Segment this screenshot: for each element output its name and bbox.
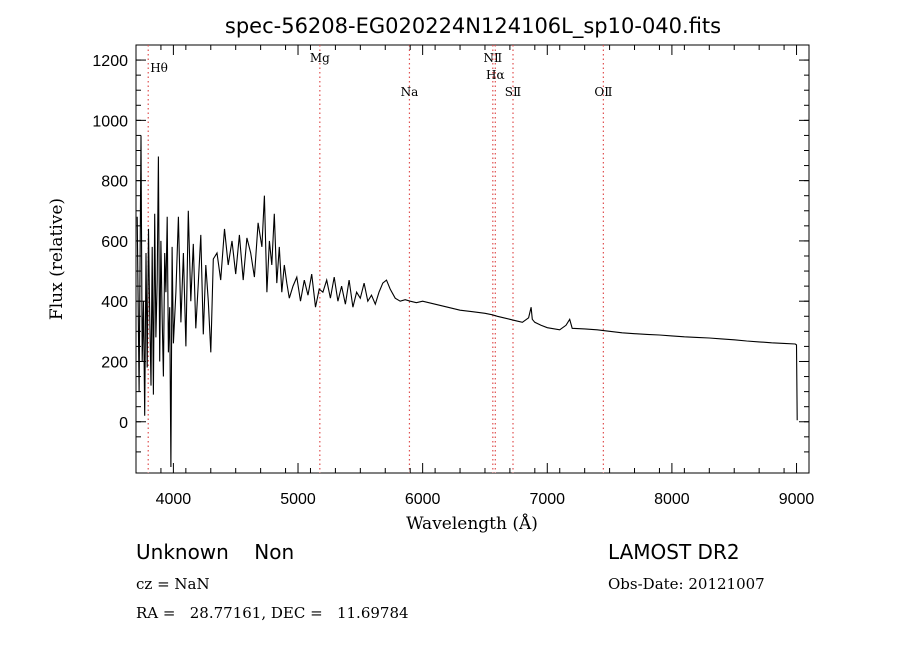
y-tick-label: 600: [101, 234, 128, 251]
spectral-line-label: SⅡ: [505, 85, 521, 99]
y-axis-label: Flux (relative): [47, 198, 67, 320]
spectral-line-label: NⅡ: [483, 51, 502, 65]
y-tick-label: 1000: [92, 113, 128, 130]
spectrum-trace: [136, 135, 798, 468]
spectrum-chart: spec-56208-EG020224N124106L_sp10-040.fit…: [47, 14, 814, 534]
x-axis-label: Wavelength (Å): [406, 513, 538, 534]
spectral-line-label: OⅡ: [594, 85, 612, 99]
x-tick-label: 8000: [654, 491, 690, 508]
class-label: Unknown Non: [136, 540, 295, 564]
x-tick-label: 5000: [280, 491, 316, 508]
redshift-label: cz = NaN: [136, 575, 210, 593]
axis-ticks: 4000 5000 6000 7000 8000 9000 0 200 400 600 800 100…: [92, 45, 814, 508]
chart-title: spec-56208-EG020224N124106L_sp10-040.fit…: [225, 14, 721, 39]
y-tick-label: 800: [101, 174, 128, 191]
coordinates-label: RA = 28.77161, DEC = 11.69784: [136, 604, 409, 622]
x-tick-label: 9000: [779, 491, 815, 508]
x-tick-label: 7000: [529, 491, 565, 508]
obs-date-label: Obs-Date: 20121007: [608, 575, 765, 593]
y-tick-label: 400: [101, 294, 128, 311]
spectral-line-label: Hθ: [150, 61, 168, 75]
spectral-line-label: Mg: [310, 51, 330, 65]
y-tick-label: 200: [101, 354, 128, 371]
x-tick-label: 4000: [156, 491, 192, 508]
y-tick-label: 0: [119, 415, 128, 432]
spectral-line-label: Hα: [486, 68, 505, 82]
spectral-line-label: Na: [401, 85, 419, 99]
plot-frame: [135, 44, 810, 474]
y-tick-label: 1200: [92, 53, 128, 70]
x-tick-label: 6000: [405, 491, 441, 508]
survey-label: LAMOST DR2: [608, 540, 740, 564]
